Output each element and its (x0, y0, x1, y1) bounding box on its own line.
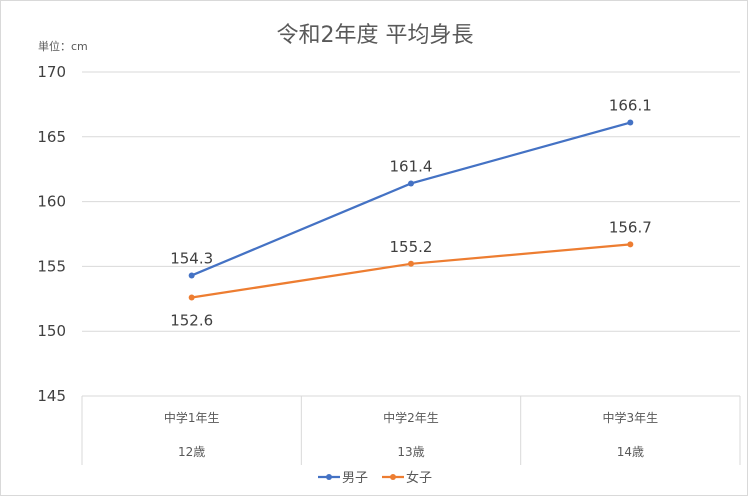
data-point (627, 119, 634, 126)
legend-marker (326, 474, 332, 480)
unit-label: 単位：cm (38, 39, 88, 53)
chart-title: 令和2年度 平均身長 (277, 23, 474, 48)
legend-label: 男子 (342, 471, 368, 486)
y-tick-label: 165 (37, 128, 66, 146)
category-label: 中学2年生 (383, 410, 439, 425)
y-tick-label: 155 (37, 257, 66, 275)
category-label: 中学3年生 (603, 410, 659, 425)
data-point (408, 260, 414, 267)
gridlines (82, 71, 740, 397)
y-tick-label: 150 (37, 322, 66, 340)
data-label: 155.2 (390, 238, 433, 256)
legend-label: 女子 (406, 470, 432, 486)
y-tick-label: 170 (37, 63, 66, 81)
series-1: 154.3 161.4 166.1 (170, 97, 652, 279)
legend: 男子 女子 (318, 470, 432, 486)
category-sublabel: 12歳 (178, 445, 205, 459)
y-tick-label: 145 (37, 387, 66, 405)
data-label: 161.4 (390, 157, 433, 175)
data-label: 166.1 (609, 97, 652, 115)
y-axis: 145 150 155 160 165 170 (37, 63, 66, 405)
data-label: 154.3 (170, 249, 213, 267)
data-point (408, 180, 414, 187)
category-sublabel: 13歳 (397, 445, 424, 459)
data-point (627, 241, 634, 248)
legend-marker (390, 474, 396, 480)
category-sublabel: 14歳 (617, 445, 644, 459)
category-label: 中学1年生 (164, 410, 220, 425)
data-label: 152.6 (170, 312, 213, 330)
data-label: 156.7 (609, 218, 652, 236)
series-group: 154.3 161.4 166.1 152.6 155.2 156.7 (170, 97, 652, 330)
data-point (188, 272, 195, 279)
data-point (188, 294, 195, 301)
y-tick-label: 160 (37, 193, 66, 211)
series-2: 152.6 155.2 156.7 (170, 218, 652, 329)
x-axis: 中学1年生 12歳 中学2年生 13歳 中学3年生 14歳 (81, 396, 741, 465)
